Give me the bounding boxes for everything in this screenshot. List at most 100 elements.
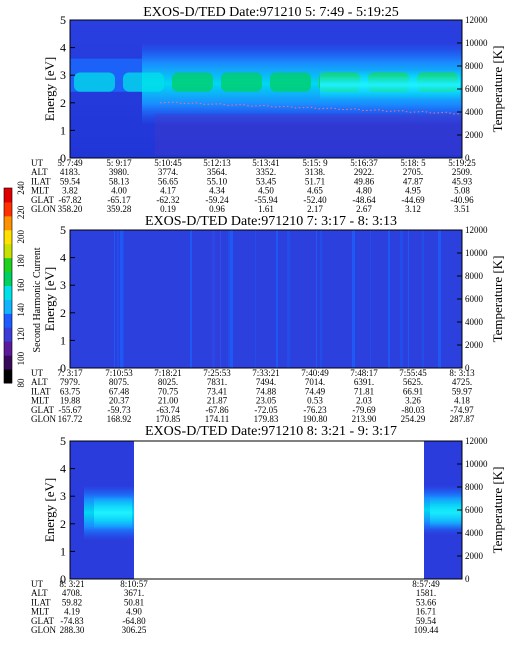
- table-cell: 7:33:21: [252, 368, 280, 378]
- table-cell: 4.90: [126, 607, 142, 617]
- table-cell: -67.82: [58, 195, 81, 205]
- spectrogram-stripe: [114, 230, 115, 368]
- panel-3: EXOS-D/TED Date:971210 8: 3:21 - 9: 3:17…: [31, 424, 505, 635]
- table-cell: 71.81: [354, 386, 374, 396]
- table-cell: 190.80: [303, 414, 328, 424]
- colorbar-cell: [4, 271, 12, 286]
- table-cell: 74.49: [305, 386, 326, 396]
- spectrogram-stripe: [212, 230, 215, 368]
- table-cell: 7:10:53: [105, 368, 133, 378]
- panel-1-title: EXOS-D/TED Date:971210 5: 7:49 - 5:19:25: [143, 5, 398, 20]
- panel-2-spectrogram: [114, 230, 441, 368]
- table-cell: 5:13:41: [252, 158, 280, 168]
- spectrogram-stripe: [370, 230, 371, 368]
- table-cell: 3774.: [158, 167, 178, 177]
- table-cell: 2.03: [356, 396, 372, 406]
- colorbar-frame: [3, 187, 13, 384]
- table-cell: 59.97: [452, 386, 473, 396]
- colorbar-cell: [4, 341, 12, 356]
- table-cell: -67.86: [205, 405, 229, 415]
- colorbar-tick-label: 180: [16, 254, 26, 268]
- table-cell: 7:40:49: [301, 368, 329, 378]
- table-cell: 5:16:37: [350, 158, 378, 168]
- table-cell: 7:55:45: [399, 368, 427, 378]
- table-cell: 5:15: 9: [302, 158, 328, 168]
- panel-2-yticks-right: 0 2000 4000 6000 8000 10000 12000: [457, 225, 488, 373]
- colorbar-cell: [4, 285, 12, 300]
- table-cell: 0.53: [307, 396, 323, 406]
- table-cell: 4725.: [452, 377, 472, 387]
- table-cell: 4.00: [111, 186, 127, 196]
- ytick-right-label: 0: [465, 153, 470, 163]
- ytick-left-label: 1: [60, 123, 66, 137]
- ytick-left-label: 2: [60, 96, 66, 110]
- table-row-label: ALT: [31, 167, 48, 177]
- spectrogram-stripe: [276, 230, 278, 368]
- table-cell: 4.50: [258, 186, 274, 196]
- table-cell: 2922.: [354, 167, 374, 177]
- colorbar-cell: [4, 215, 12, 231]
- table-cell: 5:18: 5: [400, 158, 426, 168]
- ytick-left-label: 5: [60, 223, 66, 237]
- table-cell: 7014.: [305, 377, 325, 387]
- table-cell: -80.03: [401, 405, 425, 415]
- table-cell: 58.13: [109, 176, 130, 186]
- temperature-trace: [159, 101, 463, 115]
- table-cell: 213.90: [352, 414, 377, 424]
- spectrogram-stripe: [123, 230, 124, 368]
- colorbar-cell: [4, 355, 12, 370]
- table-row-label: GLON: [31, 625, 56, 635]
- table-row-label: GLON: [31, 204, 56, 214]
- table-cell: 3.26: [405, 396, 421, 406]
- ytick-right-label: 10000: [465, 38, 488, 48]
- table-cell: 179.83: [254, 414, 279, 424]
- table-cell: -64.80: [122, 616, 146, 626]
- table-cell: 59.54: [60, 176, 81, 186]
- table-cell: 1.61: [258, 204, 274, 214]
- spectrogram-stripe: [320, 230, 322, 368]
- table-cell: 63.75: [60, 386, 81, 396]
- table-cell: 55.10: [207, 176, 228, 186]
- table-cell: 8:57:49: [412, 579, 440, 589]
- table-cell: -72.05: [254, 405, 278, 415]
- table-cell: 73.41: [207, 386, 227, 396]
- ytick-right-label: 2000: [465, 340, 484, 350]
- table-row-label: GLAT: [31, 616, 54, 626]
- table-cell: -55.67: [58, 405, 82, 415]
- ytick-left-label: 2: [60, 306, 66, 320]
- table-cell: 287.87: [450, 414, 475, 424]
- table-cell: 49.86: [354, 176, 375, 186]
- table-cell: 8075.: [109, 377, 129, 387]
- table-cell: 45.93: [452, 176, 473, 186]
- table-cell: -40.96: [450, 195, 474, 205]
- table-cell: 4.19: [64, 607, 80, 617]
- table-cell: 7979.: [60, 377, 80, 387]
- colorbar-cell: [4, 229, 12, 245]
- ytick-left-label: 0: [60, 151, 66, 165]
- spectrogram-stripe: [117, 230, 119, 368]
- table-cell: 4.80: [356, 186, 372, 196]
- band-segment: [221, 72, 262, 92]
- table-cell: 2705.: [403, 167, 423, 177]
- colorbar-cell: [4, 327, 12, 342]
- band-segment: [270, 72, 311, 92]
- ytick-right-label: 10000: [465, 248, 488, 258]
- ytick-right-label: 12000: [465, 225, 488, 235]
- panel-3-yticks-right: 0 2000 4000 6000 8000 10000 12000: [457, 436, 488, 584]
- ytick-left-label: 5: [60, 434, 66, 448]
- table-row-label: UT: [31, 579, 43, 589]
- ytick-left-label: 4: [60, 41, 66, 55]
- ytick-right-label: 6000: [465, 294, 484, 304]
- spectrogram-stripe: [400, 230, 403, 368]
- table-row-label: MLT: [31, 607, 50, 617]
- panel-1-ylabel-right: Temperature [K]: [490, 46, 505, 133]
- table-row-label: GLON: [31, 414, 56, 424]
- colorbar-cell: [4, 369, 12, 384]
- spectrogram-stripe: [287, 230, 290, 368]
- table-cell: 4.34: [209, 186, 225, 196]
- ytick-left-label: 3: [60, 68, 66, 82]
- table-cell: 7:25:53: [203, 368, 231, 378]
- table-cell: 21.87: [207, 396, 228, 406]
- table-cell: 7:48:17: [350, 368, 378, 378]
